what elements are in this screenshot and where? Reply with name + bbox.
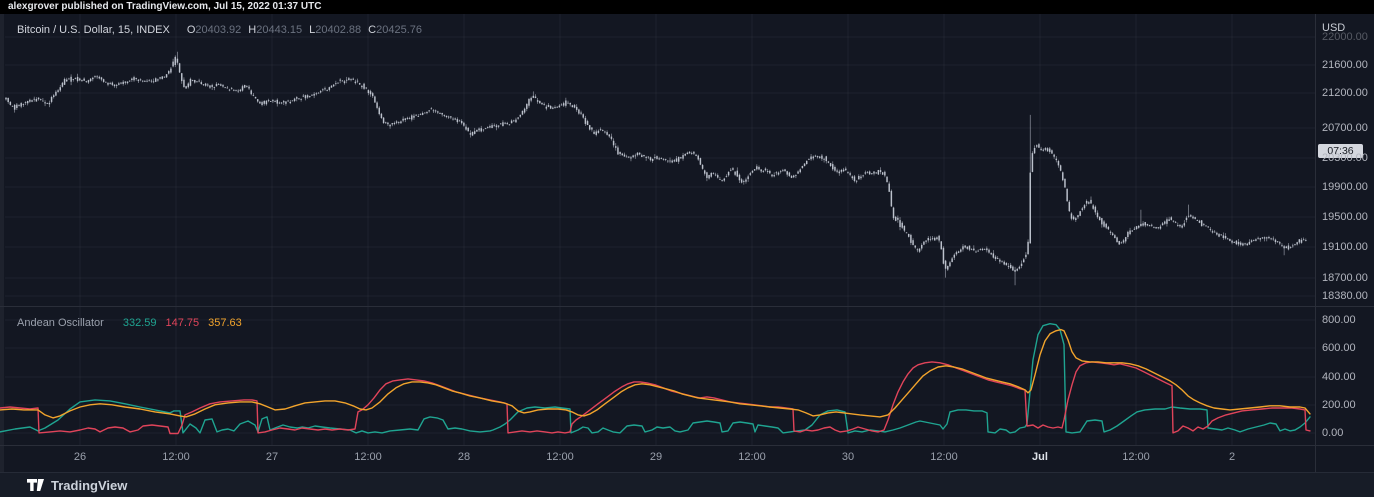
ohlc-key: L [309, 24, 316, 36]
indicator-tick-label: 200.00 [1322, 399, 1356, 411]
price-tick-label: 19500.00 [1322, 211, 1368, 223]
ohlc-value: 20403.92 [195, 24, 242, 36]
time-axis[interactable]: 26 12:00 27 12:00 28 12:00 29 12:00 30 12:00 Jul 12… [0, 445, 1315, 472]
price-tick-label: 19900.00 [1322, 181, 1368, 193]
price-axis[interactable]: USD 07:36 22000.00 21600.00 21200.00 20700.… [1316, 14, 1374, 472]
ohlc-value: 20425.76 [376, 24, 422, 36]
indicator-tick-label: 0.00 [1322, 427, 1344, 439]
price-tick-label: 20300.00 [1322, 152, 1368, 164]
time-axis-label: 27 [265, 451, 279, 463]
indicator-tick-label: 600.00 [1322, 342, 1356, 354]
price-tick-label: 22000.00 [1322, 31, 1368, 43]
price-tick-label: 19100.00 [1322, 241, 1368, 253]
currency-label: USD [1322, 22, 1346, 34]
footer-bar: TradingView [0, 472, 1374, 497]
bear-line [0, 361, 1311, 435]
price-axis-separator [1315, 14, 1316, 472]
ohlc-key: C [368, 24, 377, 36]
attribution-bar: alexgrover published on TradingView.com,… [0, 0, 1374, 14]
attribution-text: alexgrover published on TradingView.com,… [8, 1, 322, 12]
indicator-value-signal: 357.63 [208, 317, 242, 329]
indicator-tick-label: 800.00 [1322, 314, 1356, 326]
ohlc-key: O [186, 24, 196, 36]
time-axis-label: 29 [649, 451, 663, 463]
time-axis-label: 12:00 [354, 451, 382, 463]
indicator-values: 332.59 147.75 357.63 [114, 317, 242, 329]
indicator-title: Andean Oscillator [17, 317, 104, 329]
time-axis-label: 12:00 [738, 451, 766, 463]
time-axis-label: 28 [457, 451, 471, 463]
tradingview-logo-icon[interactable] [27, 479, 44, 491]
price-tick-label: 18700.00 [1322, 272, 1368, 284]
candles-series [5, 51, 1307, 286]
price-tick-label: 18380.00 [1322, 290, 1368, 302]
ohlc-key: H [248, 24, 257, 36]
grid-lines [5, 14, 1315, 445]
time-axis-label: 12:00 [1122, 451, 1150, 463]
time-axis-label: 12:00 [546, 451, 574, 463]
indicator-tick-label: 400.00 [1322, 371, 1356, 383]
price-tick-label: 20700.00 [1322, 122, 1368, 134]
bar-countdown-badge: 07:36 [1318, 144, 1363, 158]
price-tick-label: 21600.00 [1322, 59, 1368, 71]
time-axis-label: 30 [841, 451, 855, 463]
ohlc-value: 20443.15 [256, 24, 303, 36]
symbol-title: Bitcoin / U.S. Dollar, 15, INDEX [17, 24, 170, 36]
time-axis-label: 12:00 [162, 451, 190, 463]
indicator-value-bull: 332.59 [122, 317, 157, 329]
brand-name[interactable]: TradingView [51, 477, 128, 493]
time-axis-label: Jul [1032, 451, 1048, 463]
time-axis-separator [0, 445, 1374, 446]
left-edge-strip [0, 14, 4, 472]
time-axis-label: 26 [73, 451, 87, 463]
price-tick-label: 21200.00 [1322, 87, 1368, 99]
pane-separator[interactable] [0, 306, 1374, 307]
time-axis-label: 2 [1228, 451, 1236, 463]
bull-line [0, 323, 1311, 434]
indicator-legend: Andean Oscillator 332.59 147.75 357.63 [17, 317, 242, 329]
signal-line [0, 328, 1311, 419]
ohlc-readout: O20403.92 H20443.15 L20402.88 C20425.76 [180, 24, 422, 36]
ohlc-value: 20402.88 [315, 24, 362, 36]
time-axis-label: 12:00 [930, 451, 958, 463]
indicator-value-bear: 147.75 [165, 317, 200, 329]
symbol-legend: Bitcoin / U.S. Dollar, 15, INDEX O20403.… [17, 24, 422, 36]
